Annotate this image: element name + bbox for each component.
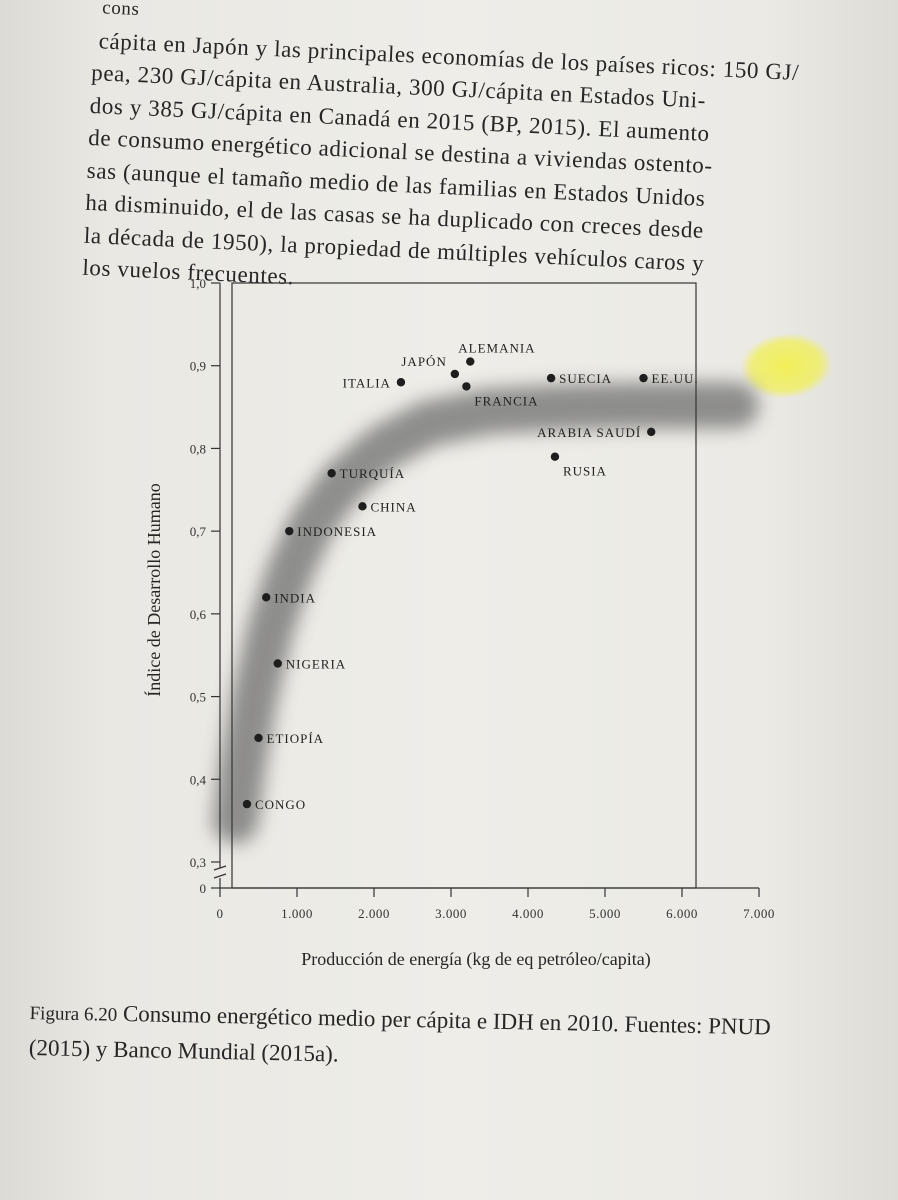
- data-point: [262, 593, 271, 602]
- data-point: [327, 469, 336, 478]
- data-point: [273, 659, 282, 668]
- axis-break-mark: [213, 865, 227, 871]
- point-label: EE.UU.: [652, 371, 699, 386]
- point-label: ITALIA: [343, 375, 391, 390]
- trend-band: [212, 382, 759, 844]
- point-label: TURQUÍA: [340, 466, 406, 481]
- y-tick-label: 0,6: [190, 607, 207, 622]
- data-point: [639, 373, 648, 383]
- data-point: [254, 733, 263, 743]
- point-label: FRANCIA: [474, 393, 538, 408]
- point-label: RUSIA: [563, 464, 607, 479]
- x-tick-label: 0: [217, 906, 224, 921]
- y-tick-label: 0,5: [190, 690, 206, 705]
- x-tick-label: 1.000: [281, 906, 313, 921]
- x-axis-label: Producción de energía (kg de eq petróleo…: [301, 949, 651, 970]
- x-tick-label: 6.000: [666, 906, 698, 921]
- x-tick-label: 3.000: [435, 906, 467, 921]
- data-point: [550, 452, 560, 461]
- point-label: JAPÓN: [401, 354, 446, 369]
- caption-label: Figura 6.20: [29, 1002, 118, 1026]
- x-tick-label: 5.000: [589, 906, 621, 921]
- y-tick-label: 1,0: [190, 276, 206, 291]
- axis-break-mark: [213, 873, 227, 879]
- data-point: [358, 502, 367, 511]
- data-point: [462, 382, 471, 391]
- y-tick-label: 0,8: [190, 441, 206, 456]
- x-tick-label: 4.000: [512, 906, 544, 921]
- data-point: [242, 799, 252, 809]
- point-label: ARABIA SAUDÍ: [537, 425, 641, 440]
- data-point: [450, 369, 460, 379]
- point-label: CONGO: [255, 797, 306, 812]
- point-label: CHINA: [370, 499, 416, 514]
- y-tick-label: 0: [200, 881, 207, 896]
- y-tick-label: 0,9: [190, 359, 206, 374]
- y-tick-label: 0,4: [190, 772, 207, 787]
- x-tick-label: 7.000: [743, 906, 775, 921]
- point-label: ETIOPÍA: [267, 731, 325, 746]
- x-tick-label: 2.000: [358, 906, 390, 921]
- point-label: NIGERIA: [286, 656, 346, 671]
- y-axis-label: Índice de Desarrollo Humano: [143, 483, 164, 696]
- data-point: [546, 373, 556, 383]
- y-tick-label: 0,3: [190, 855, 206, 870]
- data-point: [396, 378, 406, 387]
- point-label: SUECIA: [559, 371, 612, 386]
- data-point: [285, 526, 294, 536]
- y-tick-label: 0,7: [190, 524, 207, 539]
- data-point: [647, 427, 656, 437]
- data-point: [466, 357, 475, 366]
- point-label: ALEMANIA: [458, 341, 535, 356]
- point-label: INDONESIA: [297, 524, 377, 539]
- point-label: INDIA: [274, 590, 316, 605]
